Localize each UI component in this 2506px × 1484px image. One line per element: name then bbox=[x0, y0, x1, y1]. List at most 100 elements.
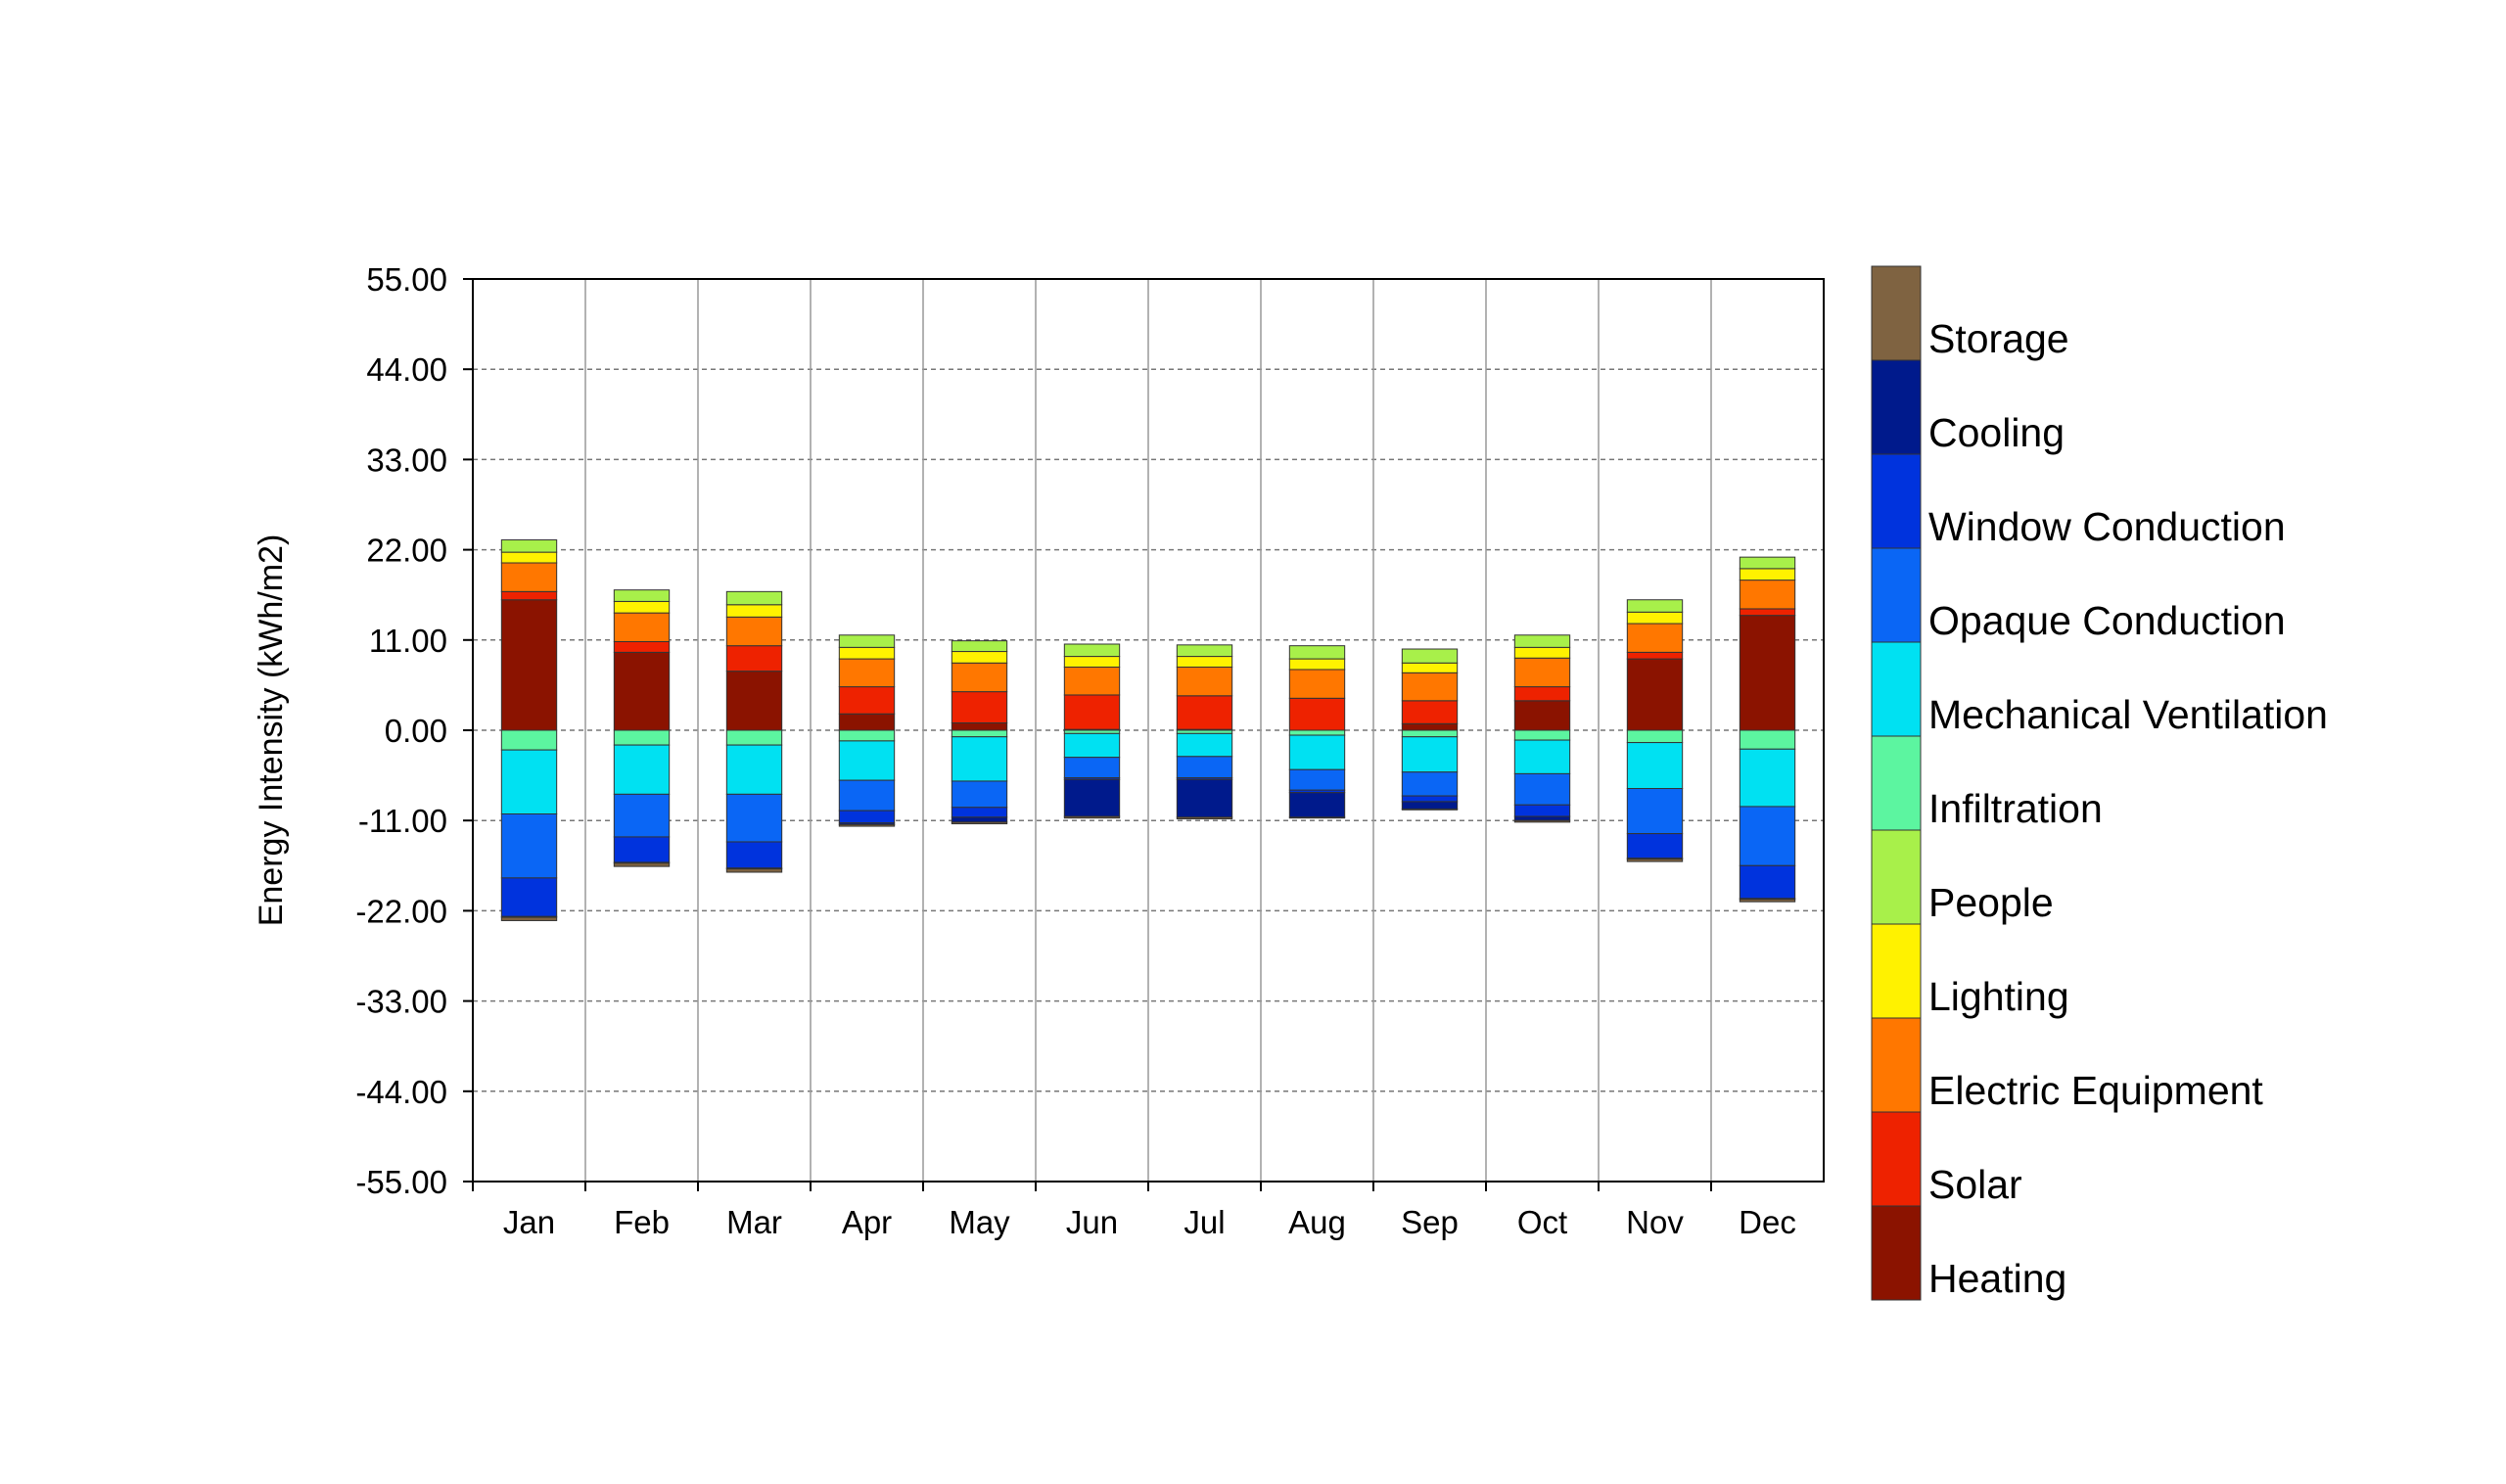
legend-swatch-window-conduction bbox=[1871, 453, 1922, 549]
bar-segment-opaque-conduction-sep bbox=[1401, 771, 1459, 797]
x-tick-label: Jul bbox=[1183, 1204, 1225, 1240]
bar-segment-cooling-aug bbox=[1288, 792, 1346, 818]
bar-segment-electric-equipment-nov bbox=[1626, 623, 1684, 653]
bar-segment-opaque-conduction-oct bbox=[1513, 772, 1571, 806]
bar-segment-infiltration-aug bbox=[1288, 729, 1346, 736]
bar-segment-storage-may bbox=[951, 821, 1008, 825]
bar-segment-cooling-sep bbox=[1401, 801, 1459, 810]
bar-segment-people-jun bbox=[1063, 643, 1121, 658]
legend-label: Electric Equipment bbox=[1928, 1068, 2263, 1113]
bar-segment-lighting-jun bbox=[1063, 656, 1121, 668]
bar-segment-storage-feb bbox=[613, 862, 671, 867]
bar-segment-people-feb bbox=[613, 589, 671, 602]
legend-label: Solar bbox=[1928, 1162, 2022, 1207]
bar-segment-solar-nov bbox=[1626, 651, 1684, 660]
legend-swatch-cooling bbox=[1871, 359, 1922, 455]
bar-segment-lighting-dec bbox=[1739, 568, 1796, 581]
x-axis-ticks: Jan Feb Mar Apr May Jun Jul Aug Sep Oct Nov Dec bbox=[472, 1182, 1796, 1240]
bar-segment-mechanical-ventilation-feb bbox=[613, 744, 671, 795]
bar-segment-cooling-jul bbox=[1176, 778, 1233, 818]
legend-label: Cooling bbox=[1928, 410, 2065, 455]
bar-segment-window-conduction-feb bbox=[613, 836, 671, 863]
bar-segment-infiltration-feb bbox=[613, 729, 671, 746]
bar-segment-mechanical-ventilation-jul bbox=[1176, 732, 1233, 758]
bar-segment-heating-mar bbox=[725, 671, 783, 731]
bar-segment-heating-may bbox=[951, 721, 1008, 731]
y-tick-label: 55.00 bbox=[366, 261, 447, 298]
bar-segment-electric-equipment-sep bbox=[1401, 672, 1459, 702]
bar-segment-lighting-sep bbox=[1401, 662, 1459, 673]
y-tick-label: -44.00 bbox=[355, 1074, 447, 1110]
bar-segment-mechanical-ventilation-oct bbox=[1513, 739, 1571, 774]
bar-segment-cooling-jun bbox=[1063, 778, 1121, 817]
y-axis-label: Energy Intensity (kWh/m2) bbox=[253, 534, 290, 927]
bar-segment-lighting-oct bbox=[1513, 646, 1571, 659]
bar-segment-opaque-conduction-apr bbox=[838, 779, 896, 812]
legend-swatch-lighting bbox=[1871, 923, 1922, 1019]
y-tick-label: -22.00 bbox=[355, 893, 447, 929]
bar-segment-electric-equipment-feb bbox=[613, 612, 671, 642]
bar-segment-opaque-conduction-aug bbox=[1288, 768, 1346, 791]
bar-segment-infiltration-mar bbox=[725, 729, 783, 746]
bar-segment-people-jan bbox=[500, 539, 558, 553]
bar-segment-opaque-conduction-nov bbox=[1626, 788, 1684, 835]
bar-segment-storage-jan bbox=[500, 916, 558, 921]
bar-segment-mechanical-ventilation-may bbox=[951, 736, 1008, 782]
bar-segment-heating-feb bbox=[613, 651, 671, 731]
bar-segment-lighting-may bbox=[951, 651, 1008, 664]
bar-segment-mechanical-ventilation-dec bbox=[1739, 748, 1796, 808]
bar-segment-opaque-conduction-jan bbox=[500, 812, 558, 879]
bar-segment-window-conduction-sep bbox=[1401, 795, 1459, 803]
bar-segment-solar-jan bbox=[500, 590, 558, 601]
legend-label: Window Conduction bbox=[1928, 504, 2286, 549]
bar-segment-storage-mar bbox=[725, 868, 783, 873]
bar-segment-mechanical-ventilation-sep bbox=[1401, 736, 1459, 773]
bar-segment-window-conduction-may bbox=[951, 807, 1008, 818]
bar-segment-lighting-nov bbox=[1626, 611, 1684, 625]
x-tick-label: Feb bbox=[614, 1204, 670, 1240]
y-tick-label: 33.00 bbox=[366, 441, 447, 478]
bar-segment-lighting-apr bbox=[838, 646, 896, 660]
bar-segment-opaque-conduction-jun bbox=[1063, 757, 1121, 779]
bar-segment-solar-jun bbox=[1063, 694, 1121, 730]
bar-segment-mechanical-ventilation-apr bbox=[838, 740, 896, 781]
legend-swatch-storage bbox=[1871, 265, 1922, 361]
y-tick-label: 44.00 bbox=[366, 351, 447, 388]
legend-label: Lighting bbox=[1928, 974, 2069, 1019]
bar-segment-infiltration-jul bbox=[1176, 729, 1233, 734]
bar-segment-electric-equipment-dec bbox=[1739, 580, 1796, 610]
bar-segment-people-nov bbox=[1626, 599, 1684, 613]
legend-swatch-infiltration bbox=[1871, 735, 1922, 831]
x-tick-label: Apr bbox=[842, 1204, 892, 1240]
y-tick-label: 11.00 bbox=[369, 623, 447, 659]
bar-segment-heating-oct bbox=[1513, 700, 1571, 731]
y-tick-label: 22.00 bbox=[366, 533, 447, 569]
bar-segment-solar-jul bbox=[1176, 695, 1233, 730]
bar-segment-lighting-mar bbox=[725, 604, 783, 618]
legend-swatch-people bbox=[1871, 829, 1922, 925]
bar-segment-storage-jun bbox=[1063, 815, 1121, 819]
bar-segment-heating-jan bbox=[500, 599, 558, 731]
bar-segment-people-sep bbox=[1401, 648, 1459, 664]
bar-segment-infiltration-jan bbox=[500, 729, 558, 751]
grid bbox=[473, 278, 1824, 1183]
bar-segment-mechanical-ventilation-nov bbox=[1626, 742, 1684, 790]
bar-segment-heating-dec bbox=[1739, 615, 1796, 731]
legend-swatch-mechanical-ventilation bbox=[1871, 641, 1922, 737]
bar-segment-opaque-conduction-mar bbox=[725, 793, 783, 843]
bar-segment-solar-aug bbox=[1288, 697, 1346, 731]
bar-segment-people-mar bbox=[725, 590, 783, 606]
bar-segment-electric-equipment-apr bbox=[838, 658, 896, 688]
bar-segment-lighting-feb bbox=[613, 600, 671, 614]
y-tick-label: -33.00 bbox=[355, 984, 447, 1020]
bar-segment-solar-apr bbox=[838, 686, 896, 715]
x-tick-label: May bbox=[949, 1204, 1010, 1240]
bar-segment-mechanical-ventilation-jan bbox=[500, 749, 558, 814]
bar-segment-window-conduction-nov bbox=[1626, 833, 1684, 859]
bar-segment-infiltration-sep bbox=[1401, 729, 1459, 738]
legend-swatch-heating bbox=[1871, 1205, 1922, 1301]
bar-segment-storage-jul bbox=[1176, 816, 1233, 820]
legend-label: Heating bbox=[1928, 1256, 2066, 1301]
bar-segment-infiltration-may bbox=[951, 729, 1008, 738]
